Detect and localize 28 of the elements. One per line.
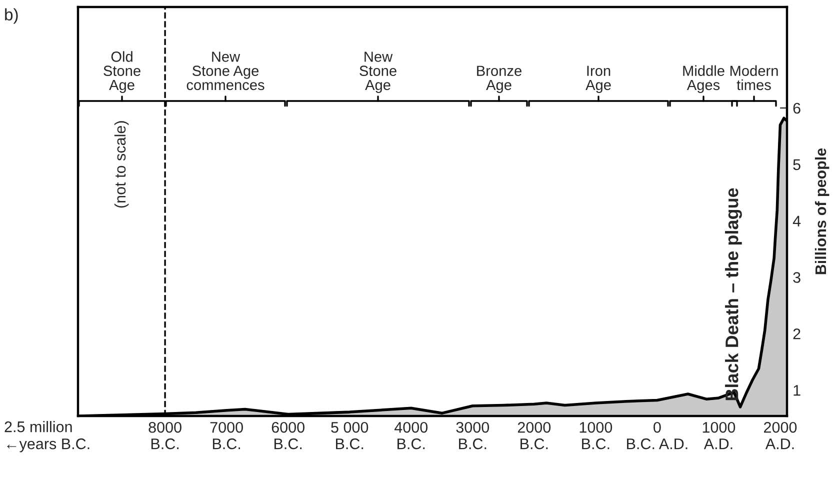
y-tick-label: 4 [792, 216, 801, 226]
x-tick-label: 7000 B.C. [210, 422, 243, 450]
annotation: Modern times [730, 65, 778, 90]
annotation: Middle Ages [683, 65, 724, 93]
y-tick-label: 1 [794, 385, 800, 396]
text: b) [5, 8, 18, 24]
annotation: New Stone Age commences [186, 52, 264, 90]
y2-axis-title: Billions of people [814, 148, 830, 274]
x-tick-label: 2000 B.C. [518, 422, 551, 450]
y-tick-label: 6 [793, 102, 800, 114]
annotation: Bronze Age [477, 66, 522, 93]
text: 2.5 million ←years B.C. [4, 421, 90, 452]
y-tick-label: 3 [793, 272, 800, 283]
x-tick-label: 5 000 B.C. [331, 422, 368, 450]
x-tick-label: 1000 A.D. [702, 422, 736, 450]
annotation: Old Stone Age [104, 51, 140, 93]
x-tick-label: 1000 B.C. [580, 422, 612, 450]
annotation: Iron Age [586, 66, 611, 93]
x-tick-label: 2000 A.D. [764, 422, 797, 450]
y-tick-label: 5 [793, 159, 800, 170]
x-tick-label: 6000 B.C. [272, 422, 304, 450]
x-tick-label: 3000 B.C. [456, 422, 490, 450]
x-tick-label: 0 B.C. A.D. [627, 422, 688, 450]
annotation: New Stone Age [360, 52, 396, 93]
y-tick-label: 2 [793, 328, 800, 340]
x-tick-label: 8000 B.C. [148, 422, 182, 450]
annotation: (not to scale) [114, 121, 129, 208]
x-tick-label: 4000 B.C. [394, 422, 428, 450]
